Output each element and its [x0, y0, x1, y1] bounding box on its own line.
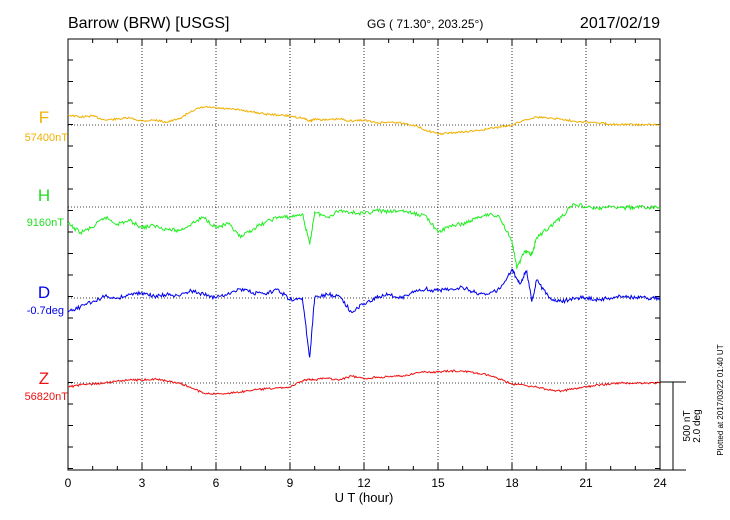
scale-label-deg: 2.0 deg: [692, 409, 703, 442]
baseline-label-h: 9160nT: [27, 217, 65, 229]
chart-date: 2017/02/19: [580, 15, 660, 32]
x-tick-label: 9: [287, 476, 294, 490]
baseline-label-z: 56820nT: [25, 391, 69, 403]
scale-bar: 500 nT 2.0 deg: [660, 381, 703, 471]
x-tick-label: 15: [431, 476, 445, 490]
series-line-h: [67, 202, 661, 270]
station-coords: GG ( 71.30°, 203.25°): [367, 17, 483, 31]
axis-ticks: [67, 39, 661, 470]
x-tick-labels: 0 3 6 9 12 15 18 21 24: [65, 476, 667, 490]
baseline-label-d: -0.7deg: [27, 305, 64, 317]
series-label-h: H: [38, 186, 50, 205]
series-label-f: F: [39, 108, 49, 127]
series-line-z: [68, 369, 661, 396]
scale-label-nt: 500 nT: [682, 410, 693, 441]
x-tick-label: 3: [139, 476, 146, 490]
x-axis-label: U T (hour): [335, 490, 394, 505]
series-lines: [67, 105, 661, 396]
series-label-z: Z: [39, 369, 49, 388]
x-tick-label: 12: [357, 476, 371, 490]
baseline-grid: [68, 124, 660, 384]
series-line-f: [67, 105, 661, 136]
x-tick-label: 24: [653, 476, 667, 490]
x-tick-label: 0: [65, 476, 72, 490]
series-line-d: [67, 268, 661, 358]
x-tick-label: 18: [505, 476, 519, 490]
station-title: Barrow (BRW) [USGS]: [68, 15, 230, 32]
x-tick-label: 21: [579, 476, 593, 490]
x-tick-label: 6: [213, 476, 220, 490]
plotted-at-note: Plotted at 2017/03/22 01:40 UT: [716, 344, 725, 455]
vertical-grid: [141, 39, 587, 470]
baseline-label-f: 57400nT: [25, 132, 69, 144]
series-label-d: D: [38, 283, 50, 302]
